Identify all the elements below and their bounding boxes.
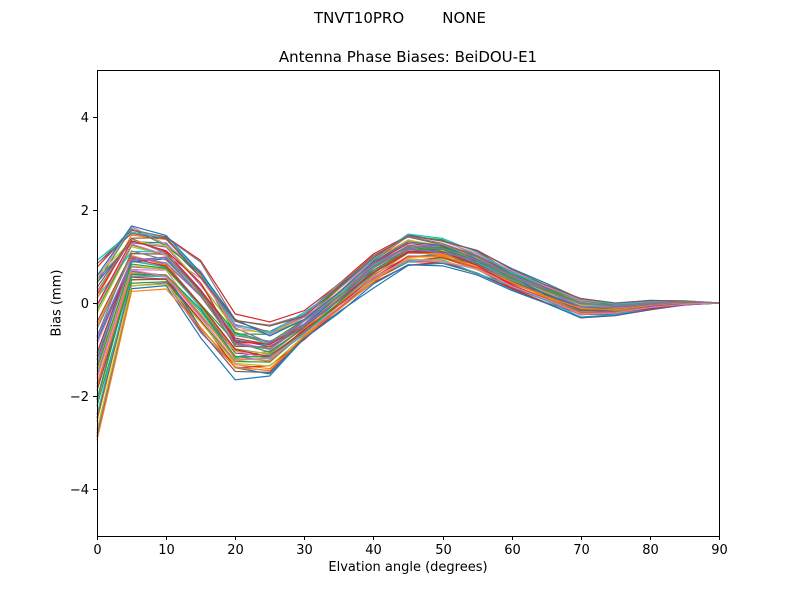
series-line (96, 262, 720, 437)
y-tick-label: −2 (70, 390, 89, 405)
y-tick-label: 0 (81, 297, 89, 312)
series-line (96, 257, 720, 422)
x-tick-label: 20 (227, 543, 244, 558)
x-tick-label: 30 (296, 543, 313, 558)
x-tick-label: 10 (158, 543, 175, 558)
x-axis-ticks: 0 10 20 30 40 50 60 70 80 90 (93, 536, 728, 558)
x-tick-label: 0 (93, 543, 101, 558)
y-axis-ticks: −4 −2 0 2 4 (70, 111, 97, 498)
series-line (96, 259, 720, 379)
x-tick-label: 60 (504, 543, 521, 558)
x-axis-label: Elvation angle (degrees) (328, 560, 488, 575)
x-tick-label: 80 (642, 543, 659, 558)
series-line (96, 237, 720, 342)
x-tick-label: 50 (435, 543, 452, 558)
chart-title: Antenna Phase Biases: BeiDOU-E1 (278, 48, 538, 66)
series-line (96, 258, 720, 431)
series-line (96, 250, 720, 415)
axes-spines (97, 70, 720, 537)
x-tick-label: 90 (711, 543, 728, 558)
series-line (96, 235, 720, 327)
x-tick-label: 70 (573, 543, 590, 558)
series-line (96, 253, 720, 407)
series-line (96, 259, 720, 360)
series-line (96, 245, 720, 350)
series-line (96, 255, 720, 434)
series-lines (96, 225, 720, 441)
y-tick-label: −4 (70, 483, 89, 498)
y-tick-label: 2 (81, 204, 89, 219)
y-axis-label: Bias (mm) (49, 269, 65, 337)
figure-suptitle: TNVT10PRO NONE (313, 9, 487, 27)
y-tick-label: 4 (81, 111, 89, 126)
x-tick-label: 40 (365, 543, 382, 558)
series-line (96, 255, 720, 441)
